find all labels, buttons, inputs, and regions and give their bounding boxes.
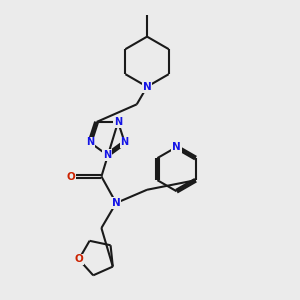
- Text: N: N: [112, 198, 121, 208]
- Text: N: N: [103, 150, 111, 160]
- Text: O: O: [66, 172, 75, 182]
- Text: O: O: [74, 254, 83, 264]
- Text: N: N: [143, 82, 152, 92]
- Text: N: N: [114, 117, 122, 127]
- Text: N: N: [86, 137, 94, 147]
- Text: N: N: [172, 142, 181, 152]
- Text: N: N: [121, 137, 129, 147]
